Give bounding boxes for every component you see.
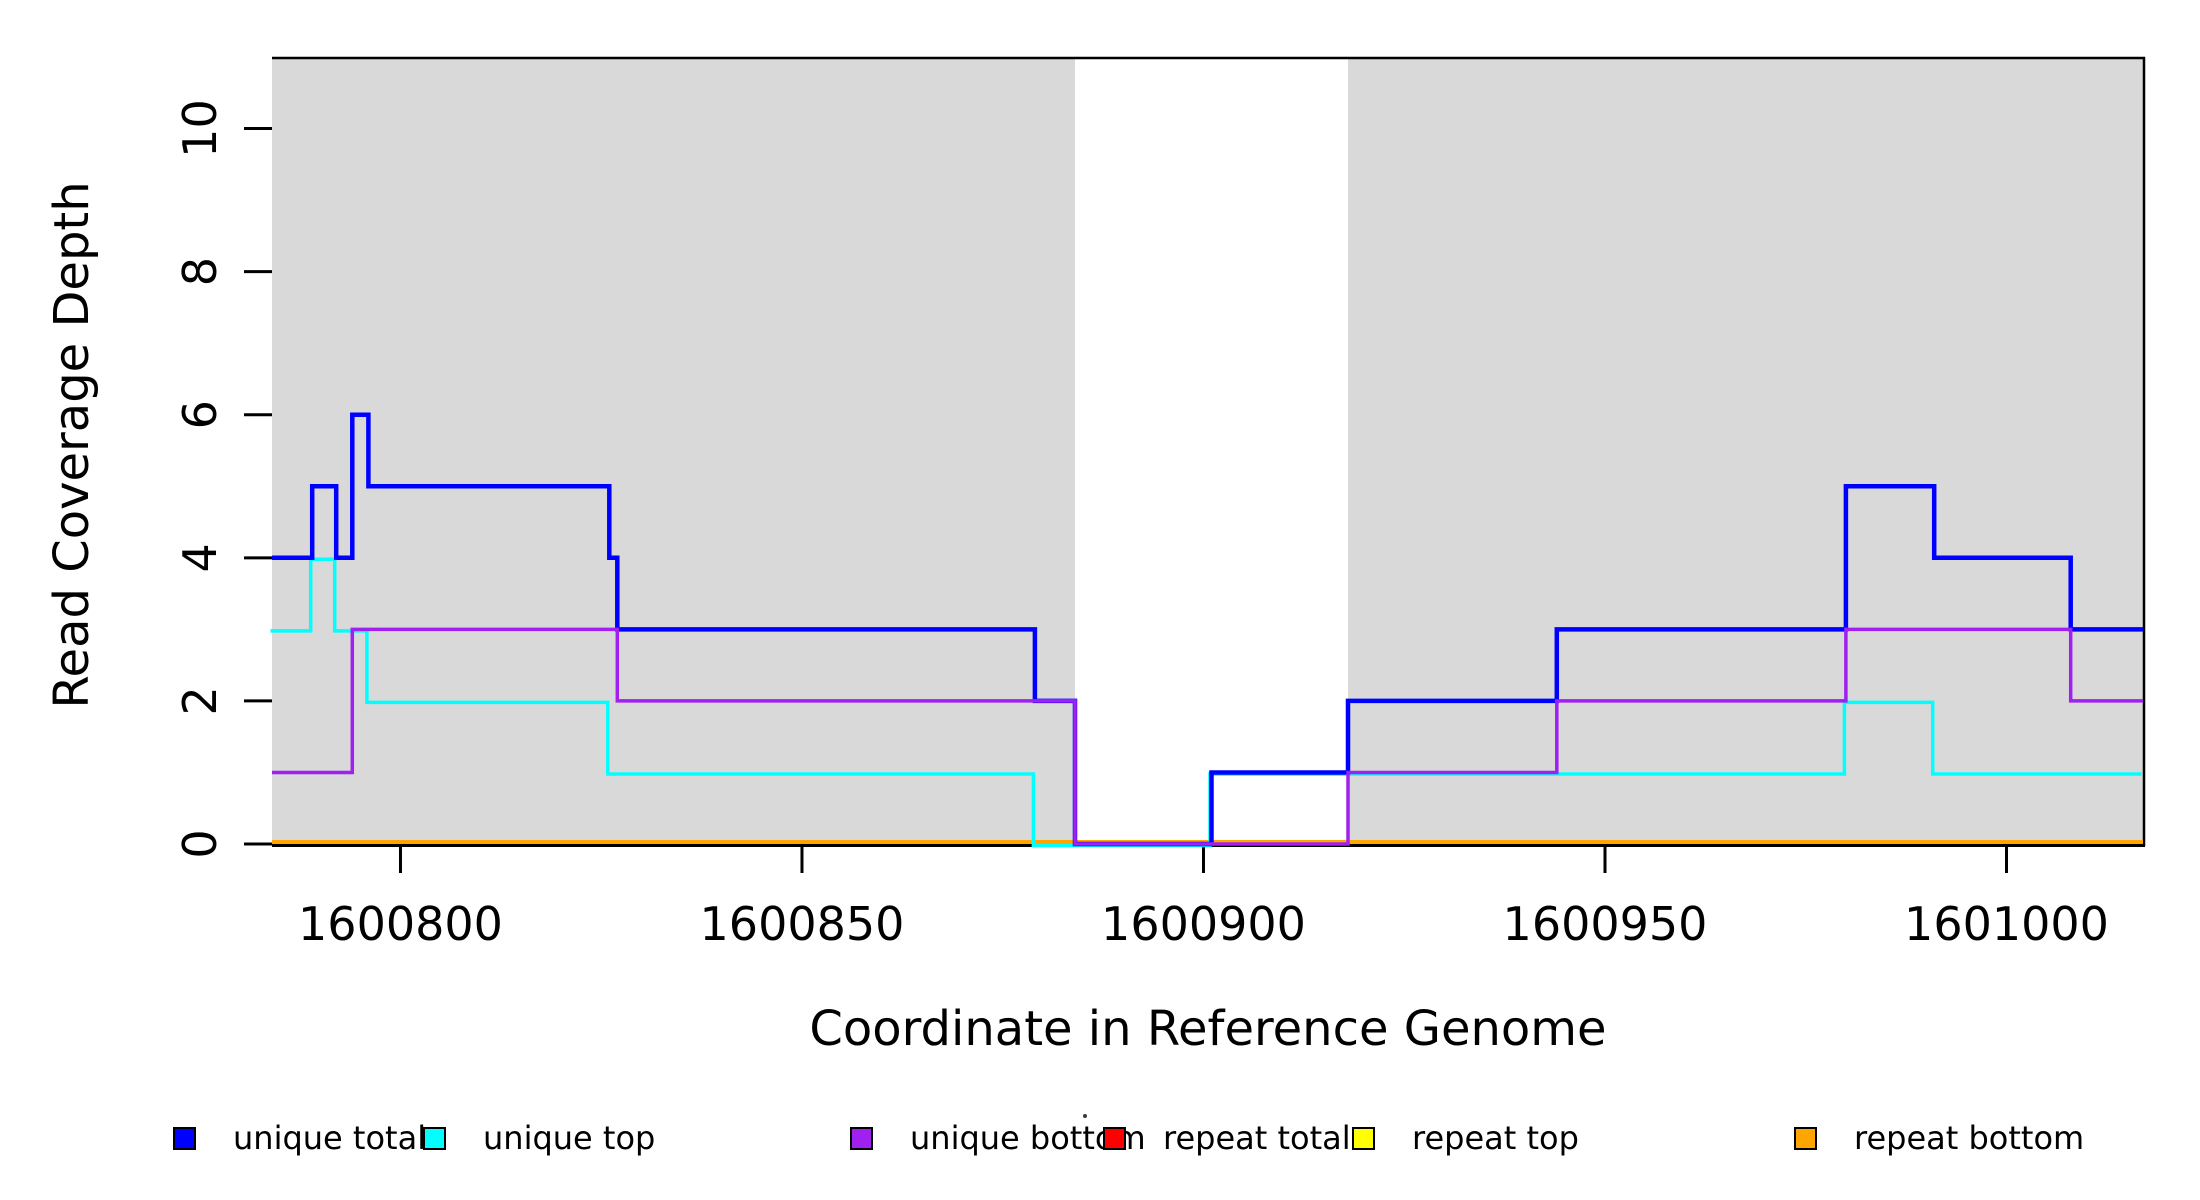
legend-item-unique-total: unique total xyxy=(173,1119,426,1157)
x-tick-label: 1601000 xyxy=(1904,897,2109,951)
unique-total-swatch-icon xyxy=(173,1126,196,1150)
plot-area: 1600800 1600850 1600900 1600950 1601000 0 2 4 6 8… xyxy=(173,56,2146,951)
legend-label: unique total xyxy=(233,1119,427,1157)
shaded-region xyxy=(1348,59,2143,842)
x-tick-label: 1600900 xyxy=(1101,897,1306,951)
repeat-bottom-swatch-icon xyxy=(1794,1126,1817,1150)
y-tick-label: 2 xyxy=(173,686,227,715)
y-tick-label: 8 xyxy=(173,257,227,286)
legend-item-unique-top: unique top xyxy=(423,1119,655,1157)
unique-bottom-swatch-icon xyxy=(850,1126,873,1150)
repeat-top-swatch-icon xyxy=(1352,1126,1375,1150)
y-axis-title: Read Coverage Depth xyxy=(44,181,100,708)
legend-label: repeat total xyxy=(1163,1119,1351,1157)
x-tick-label: 1600950 xyxy=(1503,897,1708,951)
y-tick-label: 4 xyxy=(173,543,227,572)
series-line-unique-top xyxy=(270,557,2142,848)
unique-top-swatch-icon xyxy=(423,1126,446,1150)
y-tick-label: 0 xyxy=(173,829,227,858)
legend-item-repeat-total: repeat total xyxy=(1103,1119,1351,1157)
legend-item-repeat-bottom: repeat bottom xyxy=(1794,1119,2084,1157)
stray-mark xyxy=(1083,1114,1087,1118)
y-tick-label: 10 xyxy=(173,99,227,158)
x-tick-label: 1600850 xyxy=(700,897,905,951)
legend-item-unique-bottom: unique bottom xyxy=(850,1119,1146,1157)
legend-label: unique top xyxy=(483,1119,656,1157)
repeat-total-swatch-icon xyxy=(1103,1126,1126,1150)
legend-item-repeat-top: repeat top xyxy=(1352,1119,1579,1157)
series-line-unique-bottom xyxy=(272,627,2143,846)
legend-label: repeat bottom xyxy=(1854,1119,2085,1157)
x-tick-label: 1600800 xyxy=(298,897,503,951)
shaded-region xyxy=(272,59,1076,842)
x-axis-title: Coordinate in Reference Genome xyxy=(809,1001,1606,1057)
y-tick-label: 6 xyxy=(173,400,227,429)
legend-label: repeat top xyxy=(1412,1119,1579,1157)
